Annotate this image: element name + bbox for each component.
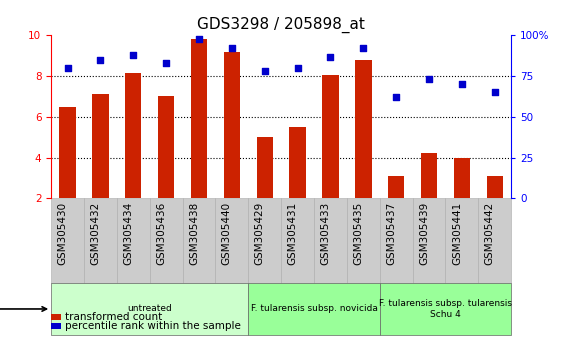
Point: [194, 36, 203, 41]
FancyBboxPatch shape: [347, 198, 380, 283]
Text: F. tularensis subsp. tularensis
Schu 4: F. tularensis subsp. tularensis Schu 4: [379, 299, 512, 319]
Point: [391, 95, 400, 100]
Bar: [92, 95, 108, 198]
Point: [227, 46, 236, 51]
Point: [359, 46, 368, 51]
Point: [161, 60, 170, 66]
FancyBboxPatch shape: [215, 198, 248, 283]
Text: GSM305442: GSM305442: [485, 201, 495, 265]
Text: GSM305432: GSM305432: [90, 201, 101, 265]
Text: GSM305441: GSM305441: [452, 201, 462, 265]
FancyBboxPatch shape: [248, 198, 281, 283]
FancyBboxPatch shape: [380, 198, 412, 283]
Point: [457, 81, 466, 87]
Point: [424, 76, 433, 82]
Bar: [487, 176, 503, 198]
Bar: [421, 154, 437, 198]
Bar: [454, 158, 470, 198]
Point: [129, 52, 138, 58]
Text: GSM305437: GSM305437: [386, 201, 396, 265]
FancyBboxPatch shape: [248, 283, 380, 335]
Text: GSM305430: GSM305430: [57, 201, 68, 265]
Text: GSM305434: GSM305434: [123, 201, 133, 265]
Bar: [257, 137, 273, 198]
Text: percentile rank within the sample: percentile rank within the sample: [65, 321, 241, 331]
Text: GSM305433: GSM305433: [320, 201, 331, 265]
Text: GSM305435: GSM305435: [353, 201, 364, 265]
Text: F. tularensis subsp. novicida: F. tularensis subsp. novicida: [250, 304, 378, 314]
Point: [293, 65, 302, 71]
Point: [326, 54, 335, 59]
FancyBboxPatch shape: [445, 198, 478, 283]
Bar: [322, 75, 339, 198]
Bar: [158, 96, 174, 198]
Bar: [388, 176, 404, 198]
Bar: [355, 60, 371, 198]
Point: [490, 90, 499, 95]
Text: untreated: untreated: [127, 304, 172, 314]
Text: infection: infection: [0, 304, 47, 314]
FancyBboxPatch shape: [412, 198, 445, 283]
Point: [96, 57, 105, 63]
FancyBboxPatch shape: [117, 198, 150, 283]
FancyBboxPatch shape: [281, 198, 314, 283]
FancyBboxPatch shape: [51, 283, 248, 335]
Text: GSM305439: GSM305439: [419, 201, 429, 265]
Text: GSM305440: GSM305440: [222, 201, 232, 265]
FancyBboxPatch shape: [380, 283, 511, 335]
Bar: [224, 52, 240, 198]
FancyBboxPatch shape: [51, 198, 84, 283]
Text: GSM305431: GSM305431: [287, 201, 298, 265]
Bar: [289, 127, 306, 198]
Bar: [191, 40, 207, 198]
FancyBboxPatch shape: [150, 198, 182, 283]
Text: transformed count: transformed count: [65, 312, 162, 322]
FancyBboxPatch shape: [182, 198, 215, 283]
Point: [260, 68, 269, 74]
FancyBboxPatch shape: [84, 198, 117, 283]
Title: GDS3298 / 205898_at: GDS3298 / 205898_at: [197, 16, 365, 33]
Bar: [59, 107, 76, 198]
Text: GSM305436: GSM305436: [156, 201, 166, 265]
Point: [63, 65, 72, 71]
Text: GSM305438: GSM305438: [189, 201, 199, 265]
FancyBboxPatch shape: [478, 198, 511, 283]
Text: GSM305429: GSM305429: [254, 201, 265, 265]
FancyBboxPatch shape: [314, 198, 347, 283]
Bar: [125, 73, 141, 198]
